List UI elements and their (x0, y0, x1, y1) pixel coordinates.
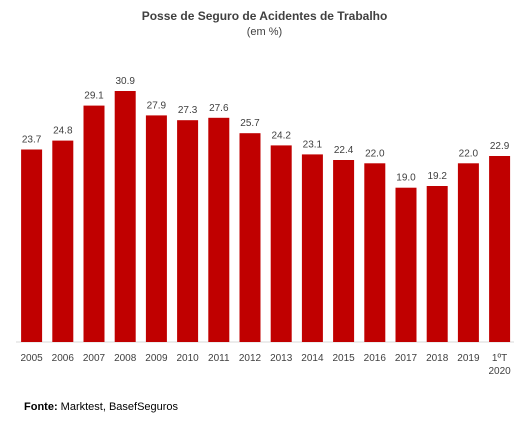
data-label-13: 19.2 (427, 171, 447, 182)
chart-subtitle: (em %) (246, 26, 283, 38)
bar-4 (145, 115, 167, 343)
data-label-4: 27.9 (147, 100, 167, 111)
bar-9 (301, 154, 323, 342)
bar-8 (270, 145, 292, 342)
x-tick-label-5: 2010 (176, 353, 199, 364)
x-tick-label-0: 2005 (20, 353, 43, 364)
data-label-12: 19.0 (396, 173, 416, 184)
x-tick-label-11: 2016 (364, 353, 387, 364)
x-tick-label-1: 2006 (52, 353, 75, 364)
data-label-14: 22.0 (459, 148, 479, 159)
x-tick-label-14: 2019 (457, 353, 480, 364)
x-tick-labels-group: 2005 2006 2007 2008 2009 2010 2011 2012 2013 2014… (20, 353, 511, 377)
x-tick-label-10: 2015 (332, 353, 355, 364)
x-tick-label-3: 2008 (114, 353, 137, 364)
bars-group (21, 91, 511, 343)
x-tick-label-9: 2014 (301, 353, 324, 364)
x-tick-label-2: 2007 (83, 353, 106, 364)
bar-14 (457, 163, 479, 342)
data-label-7: 25.7 (240, 118, 260, 129)
bar-3 (114, 91, 136, 342)
data-label-9: 23.1 (303, 139, 323, 150)
data-label-15: 22.9 (490, 141, 510, 152)
data-label-11: 22.0 (365, 148, 385, 159)
bar-6 (208, 117, 230, 342)
data-label-1: 24.8 (53, 126, 73, 137)
bar-10 (333, 160, 355, 342)
x-tick-label-13: 2018 (426, 353, 449, 364)
bar-0 (21, 149, 43, 342)
source-label: Fonte: (24, 401, 58, 413)
x-tick-label-12: 2017 (395, 353, 418, 364)
data-labels-group: 23.7 24.8 29.1 30.9 27.9 27.3 27.6 25.7 24.2 23.1… (22, 76, 510, 184)
chart-title: Posse de Seguro de Acidentes de Trabalho (141, 9, 388, 23)
bar-11 (364, 163, 386, 342)
x-tick-label-4: 2009 (145, 353, 168, 364)
bar-7 (239, 133, 261, 342)
bar-15 (489, 156, 511, 342)
x-tick-label-15-line0: 1ºT (492, 353, 507, 364)
data-label-3: 30.9 (115, 76, 135, 87)
data-label-8: 24.2 (271, 130, 291, 141)
data-label-6: 27.6 (209, 103, 229, 114)
data-label-2: 29.1 (84, 91, 104, 102)
x-tick-label-6: 2011 (208, 353, 230, 364)
data-label-0: 23.7 (22, 135, 42, 146)
bar-13 (426, 186, 448, 342)
data-label-5: 27.3 (178, 105, 198, 116)
bar-1 (52, 140, 74, 342)
data-label-10: 22.4 (334, 145, 354, 156)
source-note: Fonte: Marktest, BasefSeguros (24, 401, 178, 413)
source-text: Marktest, BasefSeguros (57, 401, 179, 413)
x-tick-label-15-line1: 2020 (488, 366, 511, 377)
bar-12 (395, 187, 417, 342)
x-tick-label-8: 2013 (270, 353, 293, 364)
bar-5 (177, 120, 199, 342)
x-tick-label-7: 2012 (239, 353, 262, 364)
bar-2 (83, 105, 105, 342)
